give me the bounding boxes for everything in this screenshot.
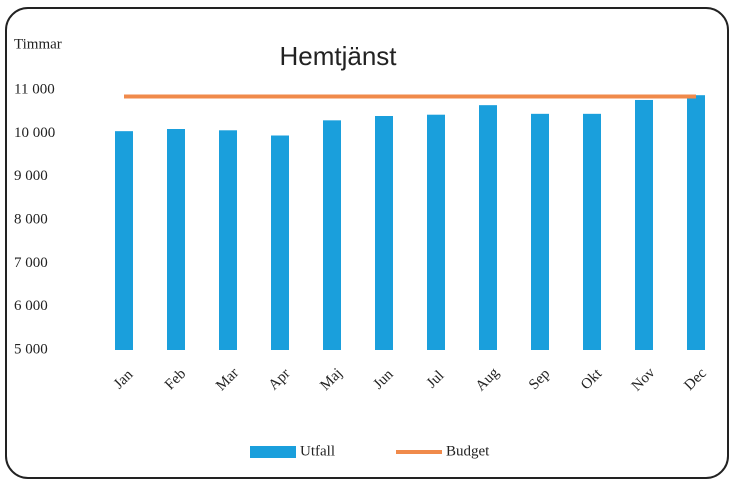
bar: [271, 135, 289, 350]
legend-swatch: [250, 446, 296, 458]
y-tick-label: 8 000: [14, 211, 48, 227]
bar: [531, 113, 549, 350]
y-tick-label: 6 000: [14, 298, 48, 314]
y-axis-label: Timmar: [14, 36, 62, 52]
bar: [583, 113, 601, 350]
bar: [219, 130, 237, 350]
legend-label: Utfall: [300, 443, 335, 459]
bar: [375, 116, 393, 350]
bar: [323, 120, 341, 350]
y-tick-label: 5 000: [14, 341, 48, 357]
bar: [427, 114, 445, 350]
bar: [687, 95, 705, 350]
y-tick-label: 9 000: [14, 168, 48, 184]
bar: [479, 105, 497, 351]
chart-border: [5, 7, 729, 479]
y-tick-label: 7 000: [14, 255, 48, 271]
bar: [115, 131, 133, 350]
y-tick-label: 11 000: [14, 81, 55, 97]
bar: [167, 129, 185, 350]
bar: [635, 99, 653, 350]
chart-title: Hemtjänst: [279, 41, 397, 71]
legend-label: Budget: [446, 443, 490, 459]
y-tick-label: 10 000: [14, 125, 55, 141]
